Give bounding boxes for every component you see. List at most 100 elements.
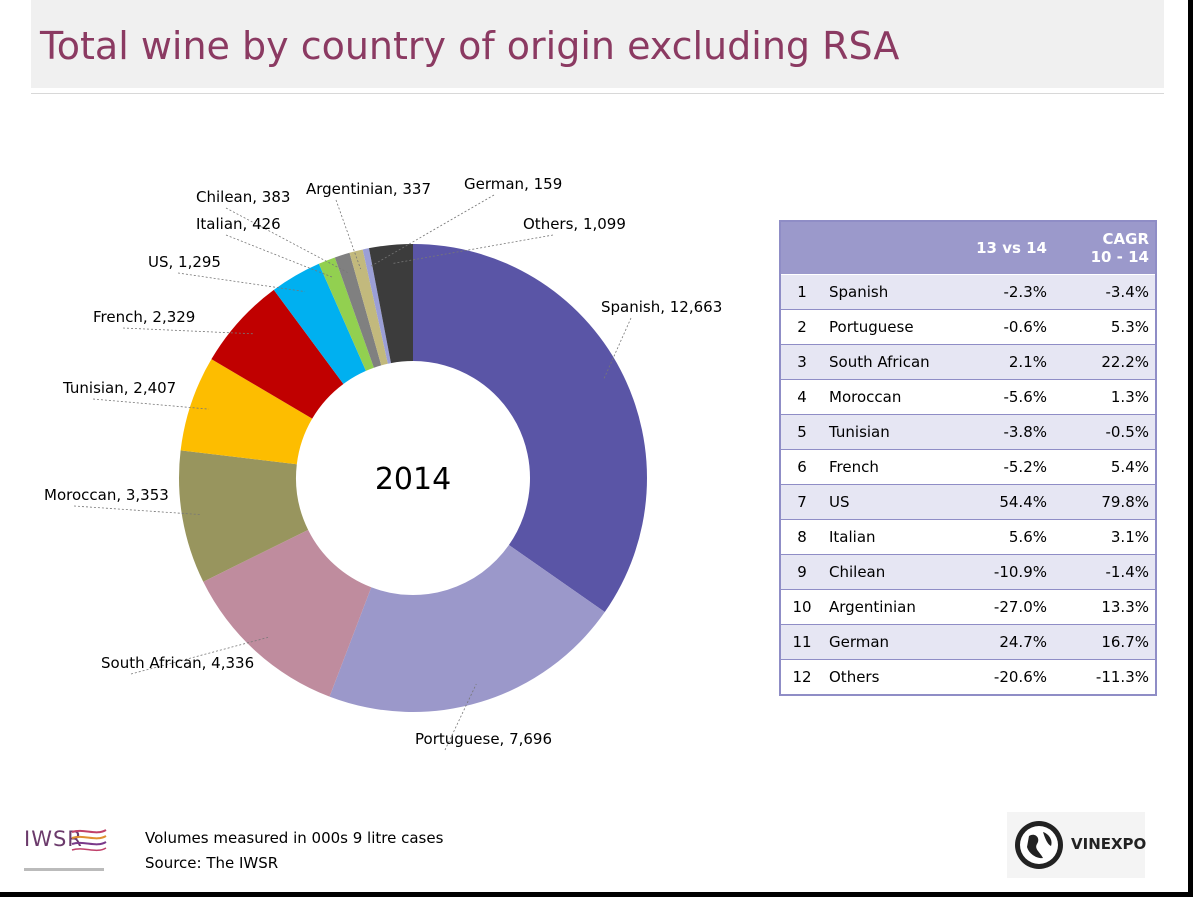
table-header-cagr-line: 10 - 14 (1090, 248, 1149, 266)
slice-label-german: German, 159 (464, 175, 562, 193)
table-cell-cagr: 79.8% (1053, 484, 1156, 520)
table-cell-rank: 2 (780, 309, 823, 345)
globe-icon (1015, 821, 1063, 869)
table-cell-13vs14: -5.6% (951, 379, 1053, 415)
table-cell-13vs14: -10.9% (951, 554, 1053, 590)
table-cell-rank: 8 (780, 519, 823, 555)
table-cell-cagr: 1.3% (1053, 379, 1156, 415)
table-cell-rank: 1 (780, 274, 823, 310)
leader-line (392, 234, 554, 264)
frame-border-right (1188, 0, 1193, 897)
leader-lines (73, 194, 632, 751)
slice-label-chilean: Chilean, 383 (196, 188, 290, 206)
table-cell-rank: 11 (780, 624, 823, 660)
donut-slice-argentinian (349, 249, 388, 366)
table-cell-country: US (823, 484, 951, 520)
table-cell-cagr: -3.4% (1053, 274, 1156, 310)
table-row: 6 French -5.2% 5.4% (780, 449, 1156, 485)
table-header-country (823, 221, 951, 275)
donut-slices (178, 244, 648, 713)
table-cell-cagr: 22.2% (1053, 344, 1156, 380)
leader-line (225, 234, 334, 279)
donut-slice-portuguese (329, 545, 605, 713)
donut-slice-south-african (203, 529, 372, 697)
table-cell-cagr: -1.4% (1053, 554, 1156, 590)
donut-slice-others (368, 244, 413, 364)
leader-line (122, 327, 253, 335)
table-header-cagr-line: CAGR (1102, 230, 1149, 248)
table-row: 12 Others -20.6% -11.3% (780, 659, 1156, 696)
slide-title: Total wine by country of origin excludin… (40, 24, 900, 68)
table-cell-rank: 5 (780, 414, 823, 450)
ranking-table: 13 vs 14 CAGR 10 - 14 1 Spanish -2.3% -3.4% 2… (779, 220, 1157, 696)
table-cell-country: South African (823, 344, 951, 380)
table-cell-13vs14: -20.6% (951, 659, 1053, 696)
donut-slice-italian (318, 257, 374, 371)
leader-line (603, 317, 632, 379)
table-row: 10 Argentinian -27.0% 13.3% (780, 589, 1156, 625)
table-cell-rank: 6 (780, 449, 823, 485)
leader-line (335, 199, 361, 270)
table-cell-country: Italian (823, 519, 951, 555)
table-cell-country: German (823, 624, 951, 660)
donut-slice-spanish (413, 244, 648, 613)
slice-label-spanish: Spanish, 12,663 (601, 298, 722, 316)
leader-line (73, 505, 201, 515)
table-cell-country: Spanish (823, 274, 951, 310)
table-row: 1 Spanish -2.3% -3.4% (780, 274, 1156, 310)
table-cell-country: Portuguese (823, 309, 951, 345)
slice-label-south-african: South African, 4,336 (101, 654, 254, 672)
slice-label-portuguese: Portuguese, 7,696 (415, 730, 552, 748)
title-divider (31, 93, 1164, 94)
table-cell-rank: 4 (780, 379, 823, 415)
donut-chart: Spanish, 12,663 Portuguese, 7,696 South Af… (44, 175, 722, 751)
vinexpo-logo-text: VINEXPO (1071, 835, 1147, 853)
table-cell-rank: 12 (780, 659, 823, 696)
leader-line (225, 207, 348, 273)
table-row: 5 Tunisian -3.8% -0.5% (780, 414, 1156, 450)
table-cell-13vs14: -3.8% (951, 414, 1053, 450)
table-cell-rank: 9 (780, 554, 823, 590)
table-cell-cagr: -11.3% (1053, 659, 1156, 696)
table-row: 4 Moroccan -5.6% 1.3% (780, 379, 1156, 415)
slice-label-argentinian: Argentinian, 337 (306, 180, 431, 198)
slice-label-moroccan: Moroccan, 3,353 (44, 486, 169, 504)
table-cell-cagr: 13.3% (1053, 589, 1156, 625)
leader-line (177, 272, 305, 292)
table-row: 8 Italian 5.6% 3.1% (780, 519, 1156, 555)
table-cell-rank: 7 (780, 484, 823, 520)
vinexpo-logo: VINEXPO (1007, 812, 1147, 878)
table-cell-13vs14: -5.2% (951, 449, 1053, 485)
donut-slice-tunisian (180, 359, 313, 465)
table-cell-country: Tunisian (823, 414, 951, 450)
table-cell-country: French (823, 449, 951, 485)
table-cell-13vs14: -0.6% (951, 309, 1053, 345)
slice-label-italian: Italian, 426 (196, 215, 281, 233)
table-cell-country: Others (823, 659, 951, 696)
leader-line (92, 398, 209, 410)
donut-slice-chilean (334, 252, 382, 368)
iwsr-logo: IWSR (22, 822, 112, 880)
table-cell-13vs14: 24.7% (951, 624, 1053, 660)
table-cell-country: Argentinian (823, 589, 951, 625)
table-row: 2 Portuguese -0.6% 5.3% (780, 309, 1156, 345)
title-band (31, 0, 1164, 88)
table-row: 7 US 54.4% 79.8% (780, 484, 1156, 520)
table-cell-cagr: 5.3% (1053, 309, 1156, 345)
leader-line (444, 683, 477, 751)
table-header-13vs14: 13 vs 14 (951, 221, 1053, 275)
table-header-row: 13 vs 14 CAGR 10 - 14 (780, 221, 1156, 275)
table-cell-cagr: -0.5% (1053, 414, 1156, 450)
table-row: 11 German 24.7% 16.7% (780, 624, 1156, 660)
donut-slice-french (211, 289, 344, 419)
table-cell-13vs14: -2.3% (951, 274, 1053, 310)
table-cell-country: Moroccan (823, 379, 951, 415)
slice-label-tunisian: Tunisian, 2,407 (62, 379, 176, 397)
slice-label-others: Others, 1,099 (523, 215, 626, 233)
table-header-rank (780, 221, 823, 275)
donut-slice-german (362, 248, 391, 364)
table-cell-cagr: 16.7% (1053, 624, 1156, 660)
frame-border-bottom (0, 892, 1193, 897)
table-cell-13vs14: -27.0% (951, 589, 1053, 625)
footer-note: Volumes measured in 000s 9 litre cases (145, 829, 444, 847)
